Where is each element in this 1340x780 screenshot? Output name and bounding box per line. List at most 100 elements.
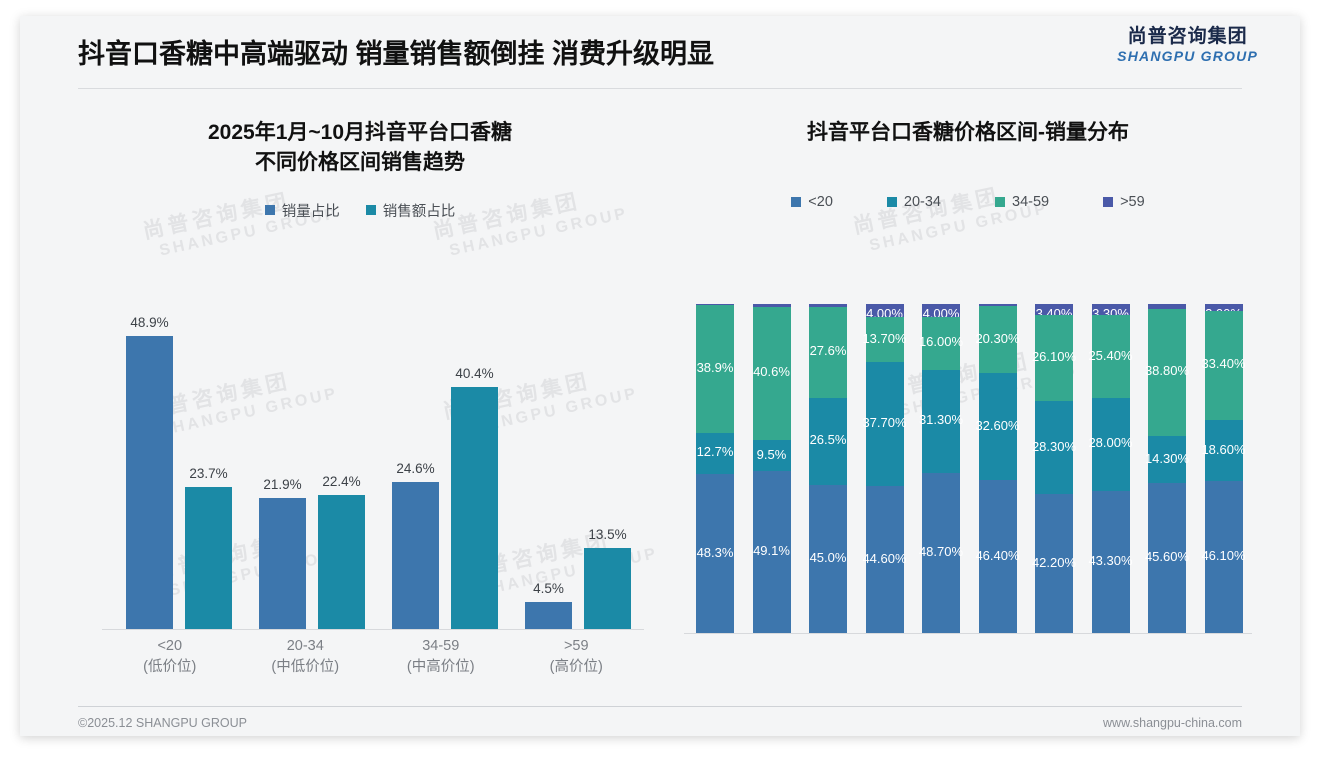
stacked-bar-segment: 43.30%	[1088, 490, 1133, 633]
segment-value-label: 44.60%	[862, 550, 907, 566]
x-axis-label-sub: (低价位)	[143, 659, 197, 676]
stacked-bar-segment: 4.00%	[922, 304, 960, 321]
stacked-bar-segment: 49.1%	[752, 471, 791, 633]
legend-swatch-icon	[995, 196, 1005, 207]
segment-value-label: 31.30%	[918, 412, 964, 428]
x-axis-label-sub: (高价位)	[549, 659, 603, 676]
stacked-bar-segment: 20.30%	[975, 306, 1020, 374]
bar: 40.4%	[451, 366, 498, 629]
x-axis-label-main: <20	[157, 638, 183, 654]
stacked-bar-segment: 3.40%	[1035, 304, 1073, 321]
segment-value-label: 46.10%	[1201, 548, 1246, 564]
legend-label: 销售额占比	[382, 203, 456, 220]
stacked-bar-segment: 3.30%	[1091, 304, 1130, 321]
right-chart-title: 抖音平台口香糖价格区间-销量分布	[807, 121, 1129, 144]
legend-item-sales-amount: 销售额占比	[365, 200, 456, 221]
legend-label: 34-59	[1012, 193, 1050, 210]
stacked-bar-segment: 28.30%	[1031, 401, 1077, 495]
segment-value-label: 38.80%	[1144, 363, 1190, 379]
stacked-bar-segment: 38.80%	[1144, 308, 1190, 437]
segment-value-label: 26.10%	[1031, 349, 1077, 365]
stacked-bar-segment: 31.30%	[918, 369, 964, 473]
x-axis-line	[102, 629, 644, 630]
left-chart-title-line2: 不同价格区间销售趋势	[255, 150, 465, 174]
segment-value-label: 18.60%	[1201, 441, 1246, 457]
stacked-bar-segment: 32.60%	[975, 373, 1020, 481]
stacked-bar-segment: 16.00%	[919, 317, 963, 370]
legend-item-sales-volume: 销量占比	[264, 200, 340, 221]
stacked-bar-segment: 33.40%	[1201, 310, 1246, 421]
x-axis-label-main: >59	[563, 638, 589, 654]
legend-item-lt20: <20	[791, 194, 833, 210]
segment-value-label: 45.0%	[809, 549, 847, 565]
segment-value-label: 28.30%	[1031, 438, 1077, 454]
company-logo: 尚普咨询集团 SHANGPU GROUP	[1117, 26, 1258, 65]
x-axis-label-sub: (中低价位)	[271, 659, 340, 676]
slide-header: 抖音口香糖中高端驱动 销量销售额倒挂 消费升级明显 尚普咨询集团 SHANGPU…	[20, 16, 1300, 88]
legend-swatch-icon	[1103, 196, 1114, 207]
bar-value-label: 24.6%	[396, 461, 435, 476]
x-axis-label-main: 34-59	[422, 638, 460, 654]
left-chart-legend: 销量占比 销售额占比	[60, 200, 660, 221]
legend-label: 销量占比	[281, 203, 340, 220]
stacked-bar-chart: 2.00%33.40%18.60%46.10%1.40%38.80%14.30%…	[680, 304, 1256, 634]
stacked-bar-segment: 18.60%	[1201, 420, 1246, 482]
footer-website: www.shangpu-china.com	[1103, 716, 1242, 730]
stacked-bar: 2.00% 33.40% 18.60% 46.10%	[1197, 304, 1251, 633]
stacked-bar: 0.2%38.9%12.7%48.3%	[688, 304, 742, 633]
grouped-bar-chart: 4.5% 13.5% 24.6% 40.4% 21.9% 22.4% 48.9% 23.7% …	[88, 300, 644, 675]
segment-value-label: 12.7%	[696, 444, 734, 460]
bar-value-label: 13.5%	[588, 527, 627, 542]
segment-value-label: 46.40%	[975, 547, 1020, 563]
stacked-bar: 4.00% 13.70% 37.70% 44.60%	[858, 304, 912, 633]
legend-label: 20-34	[903, 193, 941, 210]
segment-value-label: 32.60%	[975, 417, 1020, 433]
stacked-bar-segment: 26.10%	[1031, 315, 1077, 402]
stacked-bar-segment: 2.00%	[1204, 304, 1243, 321]
bar-value-label: 48.9%	[130, 315, 169, 330]
bar-group: 4.5% 13.5%	[513, 300, 643, 629]
bar-group: 48.9% 23.7%	[114, 300, 244, 629]
stacked-bar-segment: 13.70%	[862, 317, 907, 363]
stacked-bar-segment: 46.10%	[1201, 481, 1246, 633]
segment-value-label: 26.5%	[809, 432, 847, 448]
logo-chinese-text: 尚普咨询集团	[1127, 26, 1248, 47]
header-divider	[78, 88, 1242, 89]
bar: 23.7%	[185, 466, 232, 629]
stacked-bar-segment: 9.5%	[752, 440, 791, 472]
left-chart-panel: 2025年1月~10月抖音平台口香糖 不同价格区间销售趋势 销量占比 销售额占比…	[60, 104, 660, 700]
segment-value-label: 14.30%	[1144, 450, 1190, 466]
stacked-bar: 3.40% 26.10% 28.30% 42.20%	[1027, 304, 1081, 633]
stacked-bar-segment: 37.70%	[862, 362, 907, 487]
legend-item-34-59: 34-59	[995, 194, 1049, 210]
stacked-bar: 1.40%38.80%14.30%45.60%	[1140, 304, 1194, 633]
segment-value-label: 27.6%	[809, 343, 847, 359]
legend-swatch-icon	[264, 205, 275, 216]
page-title: 抖音口香糖中高端驱动 销量销售额倒挂 消费升级明显	[78, 39, 715, 69]
x-axis-line	[684, 633, 1252, 634]
bar: 13.5%	[584, 527, 631, 629]
stacked-bar-segment: 42.20%	[1031, 494, 1077, 633]
legend-item-20-34: 20-34	[886, 193, 941, 210]
footer-divider	[78, 706, 1242, 707]
segment-value-label: 42.20%	[1031, 554, 1077, 570]
stacked-bar-segment: 40.6%	[752, 306, 791, 441]
stacked-bar: 0.9%27.6%26.5%45.0%	[801, 304, 855, 633]
stacked-bar-segment: 14.30%	[1144, 436, 1190, 484]
stacked-bar-segment: 48.70%	[919, 472, 963, 633]
bar-value-label: 21.9%	[263, 477, 302, 492]
left-chart-title: 2025年1月~10月抖音平台口香糖 不同价格区间销售趋势	[60, 104, 660, 178]
x-axis-label: 20-34 (中低价位)	[238, 636, 374, 678]
segment-value-label: 48.3%	[696, 544, 734, 560]
segment-value-label: 45.60%	[1144, 549, 1190, 565]
slide: 抖音口香糖中高端驱动 销量销售额倒挂 消费升级明显 尚普咨询集团 SHANGPU…	[20, 16, 1300, 736]
bar: 21.9%	[259, 477, 306, 629]
bar-value-label: 23.7%	[189, 466, 228, 481]
segment-value-label: 9.5%	[756, 446, 787, 462]
segment-value-label: 38.9%	[696, 359, 734, 375]
logo-english-text: SHANGPU GROUP	[1117, 47, 1258, 64]
stacked-bar-segment: 28.00%	[1088, 398, 1133, 491]
bar: 48.9%	[126, 315, 173, 629]
bar: 22.4%	[318, 474, 365, 629]
stacked-bar-segment: 12.7%	[696, 432, 734, 475]
